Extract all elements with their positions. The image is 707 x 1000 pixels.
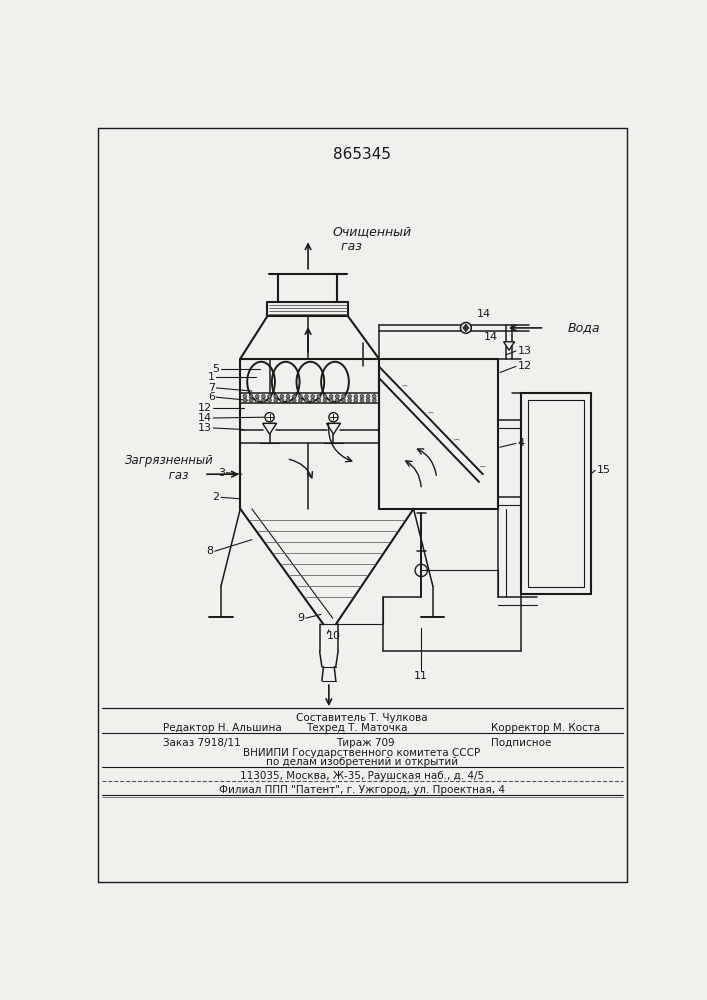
Text: 6: 6 [208, 392, 215, 402]
Circle shape [249, 398, 253, 402]
Circle shape [348, 398, 351, 402]
Circle shape [335, 398, 339, 402]
Circle shape [317, 395, 321, 398]
Circle shape [341, 398, 346, 402]
Circle shape [255, 395, 259, 398]
Text: Загрязненный
     газ: Загрязненный газ [125, 454, 214, 482]
Text: ВНИИПИ Государственного комитета СССР: ВНИИПИ Государственного комитета СССР [243, 748, 481, 758]
Text: Техред Т. Маточка: Техред Т. Маточка [305, 723, 407, 733]
Text: 8: 8 [206, 546, 214, 556]
Circle shape [329, 395, 333, 398]
Circle shape [292, 398, 296, 402]
Text: 14: 14 [198, 413, 212, 423]
Circle shape [249, 395, 253, 398]
Circle shape [366, 398, 370, 402]
Text: 12: 12 [518, 361, 532, 371]
Circle shape [243, 398, 247, 402]
Circle shape [460, 323, 472, 333]
Circle shape [280, 398, 284, 402]
Circle shape [280, 395, 284, 398]
Circle shape [305, 395, 308, 398]
Text: Подписное: Подписное [491, 738, 551, 748]
Circle shape [323, 398, 327, 402]
Text: Заказ 7918/11: Заказ 7918/11 [163, 738, 241, 748]
Text: 3: 3 [218, 468, 225, 478]
Circle shape [341, 395, 346, 398]
Text: 11: 11 [414, 671, 428, 681]
Circle shape [262, 395, 265, 398]
Circle shape [311, 395, 315, 398]
Text: Редактор Н. Альшина: Редактор Н. Альшина [163, 723, 282, 733]
Text: Корректор М. Коста: Корректор М. Коста [491, 723, 600, 733]
Circle shape [360, 395, 364, 398]
Circle shape [348, 395, 351, 398]
Text: Тираж 709: Тираж 709 [337, 738, 395, 748]
Circle shape [329, 398, 333, 402]
Circle shape [360, 398, 364, 402]
Text: Составитель Т. Чулкова: Составитель Т. Чулкова [296, 713, 428, 723]
Circle shape [311, 398, 315, 402]
Circle shape [354, 398, 358, 402]
Circle shape [268, 398, 271, 402]
Text: Очищенный
  газ: Очищенный газ [333, 225, 411, 253]
Circle shape [274, 395, 278, 398]
Polygon shape [262, 423, 276, 434]
Circle shape [292, 395, 296, 398]
Text: 9: 9 [297, 613, 304, 623]
Text: 865345: 865345 [333, 147, 391, 162]
Text: Вода: Вода [568, 321, 600, 334]
Circle shape [373, 395, 376, 398]
Text: 15: 15 [597, 465, 611, 475]
Text: 13: 13 [198, 423, 212, 433]
Circle shape [298, 395, 303, 398]
Circle shape [317, 398, 321, 402]
Polygon shape [463, 324, 469, 332]
Text: 7: 7 [208, 383, 215, 393]
Text: 2: 2 [212, 492, 219, 502]
Circle shape [366, 395, 370, 398]
Text: 14: 14 [477, 309, 491, 319]
Circle shape [274, 398, 278, 402]
Text: 14: 14 [484, 332, 498, 342]
Text: 1: 1 [208, 372, 215, 382]
Text: 13: 13 [518, 346, 532, 356]
Circle shape [298, 398, 303, 402]
Text: 5: 5 [213, 364, 219, 374]
Circle shape [262, 398, 265, 402]
Text: Филиал ППП "Патент", г. Ужгород, ул. Проектная, 4: Филиал ППП "Патент", г. Ужгород, ул. Про… [219, 785, 505, 795]
Circle shape [286, 398, 290, 402]
Circle shape [373, 398, 376, 402]
Circle shape [286, 395, 290, 398]
Polygon shape [503, 342, 515, 350]
Polygon shape [327, 423, 340, 434]
Text: по делам изобретений и открытий: по делам изобретений и открытий [266, 757, 458, 767]
Text: 113035, Москва, Ж-35, Раушская наб., д. 4/5: 113035, Москва, Ж-35, Раушская наб., д. … [240, 771, 484, 781]
Circle shape [354, 395, 358, 398]
Text: 12: 12 [198, 403, 212, 413]
Circle shape [243, 395, 247, 398]
Circle shape [323, 395, 327, 398]
Circle shape [305, 398, 308, 402]
Text: 4: 4 [518, 438, 525, 448]
Circle shape [335, 395, 339, 398]
Circle shape [255, 398, 259, 402]
Text: 10: 10 [327, 631, 341, 641]
Circle shape [268, 395, 271, 398]
